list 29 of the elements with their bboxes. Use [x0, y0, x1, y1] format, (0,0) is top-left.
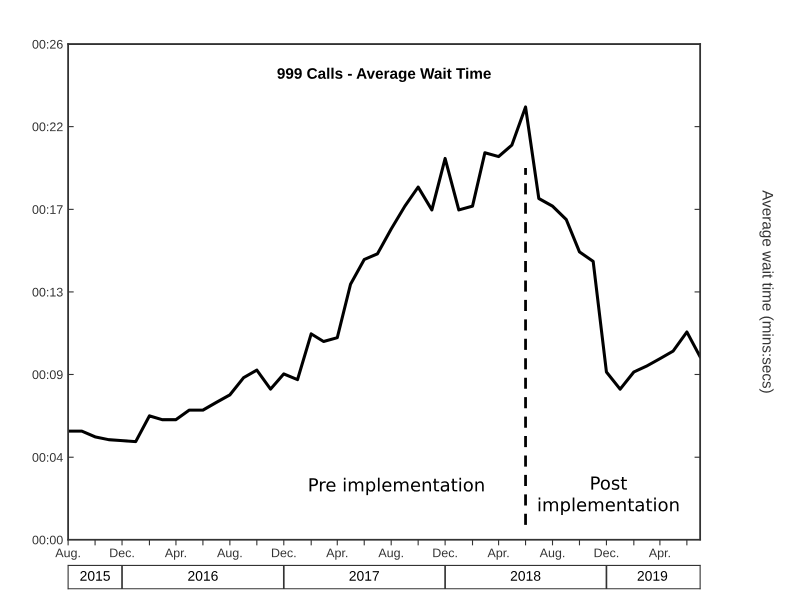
y-tick-label: 00:17 — [32, 205, 63, 214]
x-tick-label: Aug. — [55, 548, 80, 560]
x2-tick-label: 2016 — [188, 571, 218, 581]
y-tick-label: 00:09 — [32, 370, 63, 380]
x-tick-label: Dec. — [110, 548, 134, 558]
x-tick-label: Aug. — [540, 548, 564, 560]
y2-axis-title: Average wait time (mins:secs) — [759, 190, 774, 393]
x-tick-label: Apr. — [164, 548, 186, 560]
y-tick-label: 00:22 — [32, 122, 63, 132]
text: 999 Calls - Average Wait Time — [277, 68, 491, 82]
x2-tick-label: 2019 — [638, 571, 668, 581]
x2-tick-label: 2015 — [80, 571, 110, 581]
annotation: Post implementation — [538, 476, 678, 515]
x-tick-label: Apr. — [326, 548, 348, 560]
x2-tick-label: 2017 — [349, 571, 379, 581]
line-series — [68, 105, 700, 444]
x-tick-label: Apr. — [648, 548, 670, 560]
x-tick-label: Dec. — [272, 548, 296, 558]
x-tick-label: Apr. — [487, 548, 509, 560]
x2-tick-label: 2018 — [510, 571, 540, 581]
y-tick-label: 00:13 — [32, 288, 63, 297]
x-tick-label: Dec. — [433, 548, 457, 558]
x-tick-label: Dec. — [594, 548, 618, 558]
y-tick-label: 00:00 — [32, 536, 63, 544]
x-tick-label: Aug. — [217, 548, 242, 560]
y-tick-label: 00:04 — [32, 453, 63, 462]
x-tick-label: Aug. — [378, 548, 403, 560]
y-tick-label: 00:26 — [32, 40, 63, 49]
annotation: Pre implementation — [310, 478, 484, 496]
